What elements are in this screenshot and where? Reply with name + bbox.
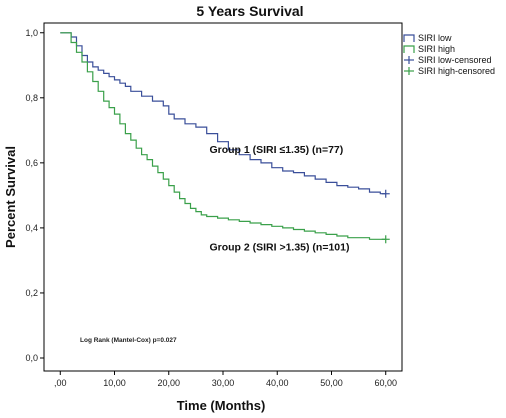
- y-tick-label: 0,6: [25, 158, 38, 168]
- censor-mark: [381, 189, 390, 198]
- survival-curve-siri-high: [60, 32, 386, 240]
- legend-item: SIRI low-censored: [404, 55, 492, 65]
- legend-label: SIRI high: [418, 44, 455, 54]
- legend-item: SIRI high: [403, 44, 455, 54]
- plot-area-frame: [43, 22, 403, 372]
- survival-curve-siri-low: [60, 32, 386, 195]
- legend-item: SIRI low: [403, 33, 452, 43]
- x-tick-label: 40,00: [266, 378, 289, 388]
- legend-line-swatch: [403, 34, 415, 42]
- legend-item: SIRI high-censored: [404, 66, 495, 76]
- group-2-label: Group 2 (SIRI >1.35) (n=101): [209, 242, 349, 254]
- x-axis-label: Time (Months): [177, 398, 266, 413]
- y-tick-label: 0,0: [25, 353, 38, 363]
- legend-label: SIRI low: [418, 33, 452, 43]
- x-tick-label: 30,00: [212, 378, 235, 388]
- censor-mark: [381, 235, 390, 244]
- y-tick-label: 0,2: [25, 288, 38, 298]
- y-tick-label: 1,0: [25, 28, 38, 38]
- censored-marks: [381, 189, 390, 244]
- group-1-label: Group 1 (SIRI ≤1.35) (n=77): [209, 144, 343, 156]
- y-axis-ticks: 0,0 0,2 0,4 0,6 0,8 1,0: [25, 28, 44, 363]
- legend-line-swatch: [403, 45, 415, 53]
- chart-title: 5 Years Survival: [196, 3, 303, 19]
- x-tick-label: 50,00: [320, 378, 343, 388]
- legend-label: SIRI high-censored: [418, 66, 495, 76]
- y-tick-label: 0,8: [25, 93, 38, 103]
- log-rank-footnote: Log Rank (Mantel-Cox) p=0.027: [80, 337, 177, 344]
- x-tick-label: 10,00: [103, 378, 126, 388]
- x-tick-label: 60,00: [374, 378, 397, 388]
- y-tick-label: 0,4: [25, 223, 38, 233]
- legend-label: SIRI low-censored: [418, 55, 492, 65]
- x-tick-label: ,00: [54, 378, 67, 388]
- survival-curves: [60, 32, 386, 240]
- x-tick-label: 20,00: [157, 378, 180, 388]
- x-axis-ticks: ,00 10,00 20,00 30,00 40,00 50,00 60,00: [54, 371, 397, 388]
- y-axis-label: Percent Survival: [3, 146, 18, 248]
